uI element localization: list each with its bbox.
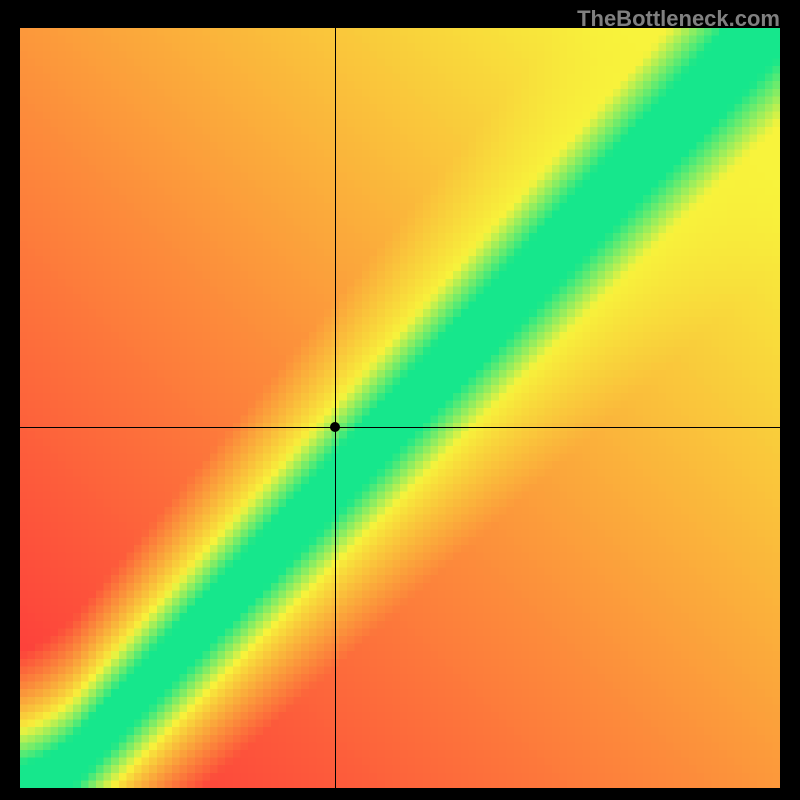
heatmap-plot bbox=[20, 28, 780, 788]
heatmap-canvas bbox=[20, 28, 780, 788]
crosshair-horizontal bbox=[20, 427, 780, 428]
data-point-marker bbox=[330, 422, 340, 432]
crosshair-vertical bbox=[335, 28, 336, 788]
watermark-text: TheBottleneck.com bbox=[577, 6, 780, 32]
